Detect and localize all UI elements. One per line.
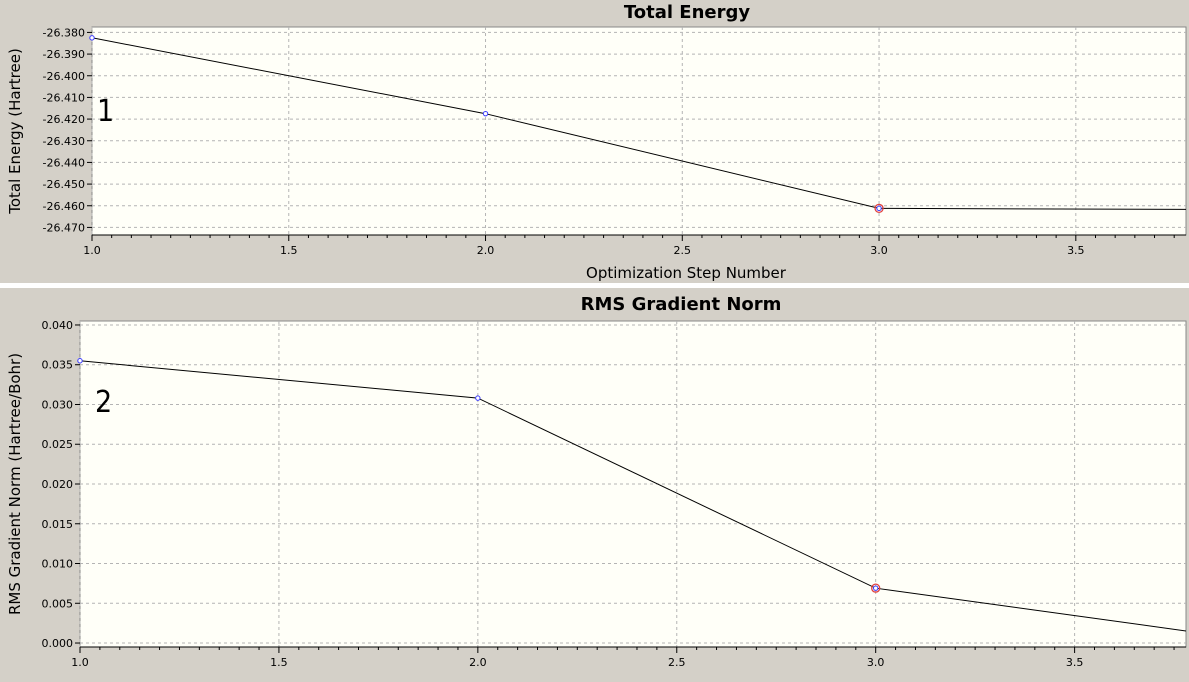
gridlines: [91, 27, 1186, 235]
series-path: [80, 360, 1186, 632]
rms-gradient-panel: RMS Gradient Norm 0.0000.0050.0100.0150.…: [0, 288, 1189, 682]
plot-area: [91, 26, 1187, 236]
y-tick-label: -26.430: [43, 135, 85, 148]
x-tick-label: 2.0: [469, 656, 487, 669]
y-tick-label: 0.020: [42, 478, 74, 491]
data-point: [89, 35, 95, 41]
x-tick-label: 3.5: [1067, 244, 1085, 257]
x-axis-ticks: 1.0 1.5 2.0 2.5 3.0 3.5: [71, 646, 1186, 669]
data-points: [89, 35, 884, 214]
plot-annotation: 2: [95, 385, 112, 420]
total-energy-panel: Total Energy -26.380 -26.390 -26.400 -26.41…: [0, 0, 1189, 283]
y-tick-label: -26.380: [43, 26, 85, 39]
y-tick-label: -26.410: [43, 91, 85, 104]
x-tick-label: 2.5: [668, 656, 686, 669]
data-point: [872, 585, 879, 591]
current-point-highlight: [874, 203, 884, 214]
x-tick-label: 1.0: [83, 244, 101, 257]
x-tick-label: 2.5: [674, 244, 692, 257]
x-tick-label: 3.0: [870, 244, 888, 257]
y-axis-ticks: -26.380 -26.390 -26.400 -26.410 -26.420 -26.4…: [43, 26, 92, 234]
y-tick-label: 0.025: [42, 438, 74, 451]
y-tick-label: 0.035: [42, 359, 74, 372]
x-tick-label: 3.0: [867, 656, 885, 669]
plot-annotation: 1: [97, 94, 114, 129]
y-tick-label: 0.040: [42, 319, 74, 332]
y-axis-label: RMS Gradient Norm (Hartree/Bohr): [6, 353, 24, 615]
chart-title: Total Energy: [624, 2, 751, 23]
data-points: [77, 358, 881, 593]
current-point-highlight: [871, 583, 881, 593]
x-tick-label: 1.5: [280, 244, 298, 257]
y-tick-label: 0.030: [42, 398, 74, 411]
y-tick-label: -26.470: [43, 221, 85, 234]
data-point: [482, 110, 489, 117]
chart-title: RMS Gradient Norm: [581, 294, 782, 315]
y-tick-label: -26.450: [43, 178, 85, 191]
x-tick-label: 1.5: [270, 656, 288, 669]
y-tick-label: -26.400: [43, 70, 85, 83]
data-point: [475, 395, 481, 401]
y-tick-label: 0.005: [42, 597, 74, 610]
y-tick-label: -26.420: [43, 113, 85, 126]
y-axis-ticks: 0.000 0.005 0.010 0.015 0.020 0.025 0.030 0.035…: [42, 319, 80, 650]
y-axis-label: Total Energy (Hartree): [6, 48, 24, 215]
series-line: [92, 37, 1186, 210]
x-axis-ticks: 1.0 1.5 2.0 2.5 3.0 3.5: [83, 234, 1186, 257]
x-tick-label: 1.0: [71, 656, 89, 669]
x-tick-label: 3.5: [1066, 656, 1084, 669]
series-line: [80, 360, 1186, 632]
data-point: [77, 358, 83, 364]
y-tick-label: -26.390: [43, 48, 85, 61]
y-tick-label: 0.015: [42, 518, 74, 531]
series-path: [92, 37, 1186, 210]
y-tick-label: -26.460: [43, 200, 85, 213]
x-axis-label: Optimization Step Number: [586, 264, 787, 282]
panel-divider: [0, 283, 1189, 288]
y-tick-label: 0.000: [42, 637, 74, 650]
x-tick-label: 2.0: [477, 244, 495, 257]
y-tick-label: 0.010: [42, 558, 74, 571]
data-point: [876, 205, 882, 212]
y-tick-label: -26.440: [43, 156, 85, 169]
gridlines: [79, 321, 1186, 647]
